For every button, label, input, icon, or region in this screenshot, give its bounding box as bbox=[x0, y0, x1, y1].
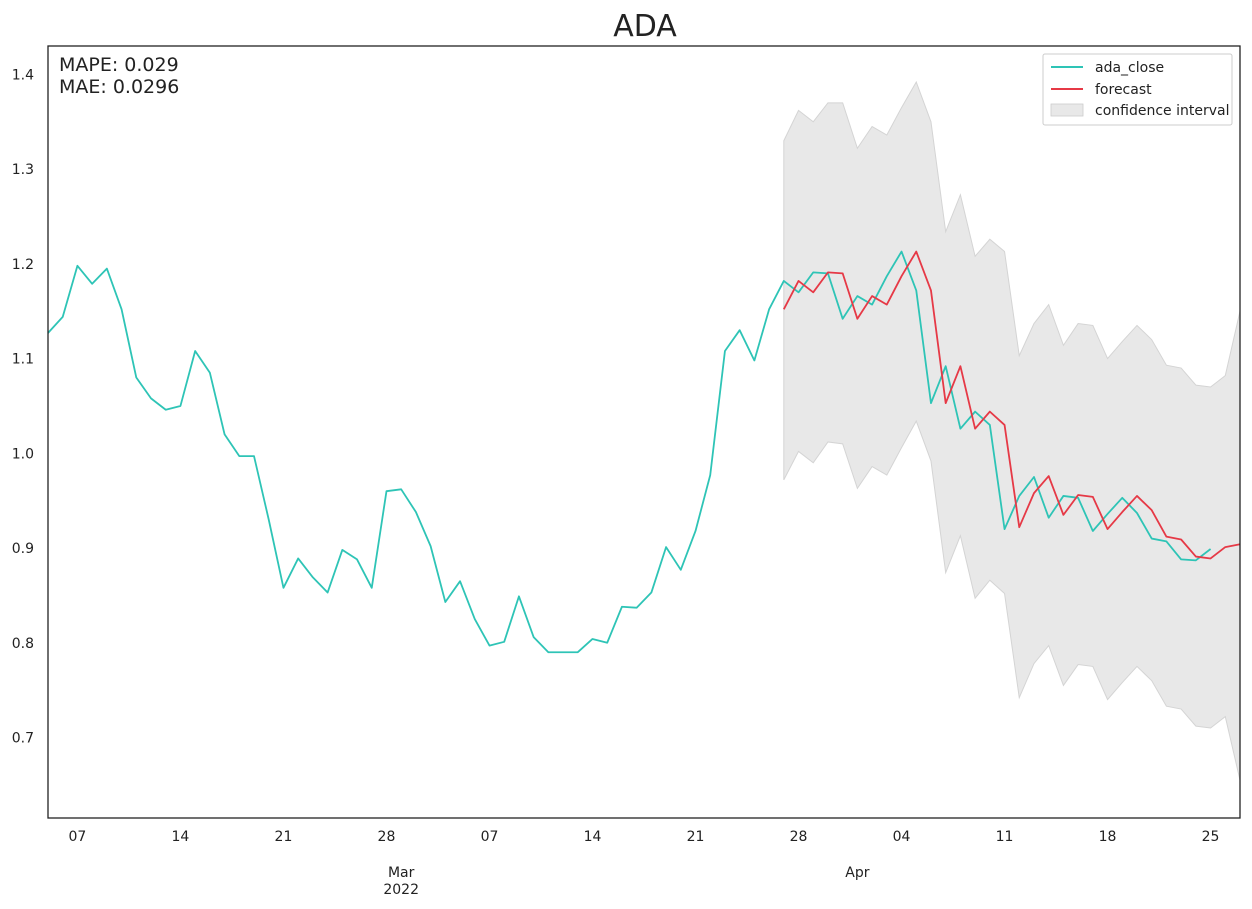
x-major-label: Mar bbox=[388, 865, 415, 881]
series-line-forecast bbox=[783, 250, 1241, 560]
y-tick-label: 1.1 bbox=[12, 352, 34, 368]
series-layer bbox=[47, 250, 1241, 654]
legend-swatch-confidence-interval bbox=[1050, 103, 1084, 117]
x-tick-label: 18 bbox=[1099, 829, 1117, 845]
legend: ada_close forecast confidence interval bbox=[1042, 53, 1233, 126]
x-tick-label: 25 bbox=[1202, 829, 1220, 845]
legend-label-forecast: forecast bbox=[1095, 82, 1152, 98]
mape-annotation: MAPE: 0.029 bbox=[59, 54, 179, 76]
chart-title: ADA bbox=[613, 9, 677, 44]
legend-label-ada-close: ada_close bbox=[1095, 60, 1164, 76]
x-tick-label: 11 bbox=[996, 829, 1014, 845]
y-tick-label: 0.9 bbox=[12, 541, 34, 557]
plot-frame bbox=[47, 45, 1241, 819]
x-tick-label: 14 bbox=[584, 829, 602, 845]
y-tick-label: 1.3 bbox=[12, 162, 34, 178]
x-tick-label: 14 bbox=[172, 829, 190, 845]
y-tick-label: 0.7 bbox=[12, 730, 34, 746]
x-tick-label: 07 bbox=[69, 829, 87, 845]
mae-annotation: MAE: 0.0296 bbox=[59, 76, 179, 98]
series-line-ada-close bbox=[47, 250, 1212, 654]
x-tick-label: 28 bbox=[790, 829, 808, 845]
confidence-interval-band bbox=[783, 80, 1241, 781]
x-tick-label: 04 bbox=[893, 829, 911, 845]
x-tick-label: 28 bbox=[378, 829, 396, 845]
y-axis: 0.7 0.8 0.9 1.0 1.1 1.2 1.3 1.4 bbox=[12, 67, 34, 746]
legend-box bbox=[1042, 53, 1233, 126]
confidence-interval-layer bbox=[783, 80, 1241, 781]
y-tick-label: 1.2 bbox=[12, 257, 34, 273]
x-tick-label: 21 bbox=[687, 829, 705, 845]
x-tick-label: 07 bbox=[481, 829, 499, 845]
legend-label-confidence-interval: confidence interval bbox=[1095, 103, 1229, 119]
x-major-label: 2022 bbox=[383, 882, 419, 898]
x-major-label: Apr bbox=[845, 865, 869, 881]
x-tick-label: 21 bbox=[275, 829, 293, 845]
y-tick-label: 1.0 bbox=[12, 446, 34, 462]
y-tick-label: 1.4 bbox=[12, 67, 34, 83]
y-tick-label: 0.8 bbox=[12, 636, 34, 652]
